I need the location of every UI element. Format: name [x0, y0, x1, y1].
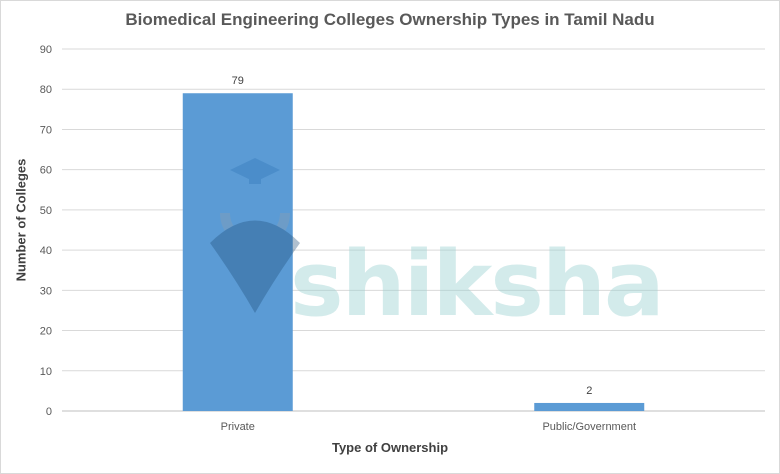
y-tick-label: 90	[40, 44, 52, 56]
y-tick-labels: 0 10 20 30 40 50 60 70 80 90	[40, 44, 52, 418]
y-tick-label: 20	[40, 326, 52, 338]
chart-title: Biomedical Engineering Colleges Ownershi…	[125, 10, 655, 29]
data-label: 2	[586, 385, 592, 397]
gridlines	[62, 48, 765, 412]
category-label: Public/Government	[542, 421, 636, 433]
category-labels: Private Public/Government	[221, 421, 636, 433]
y-tick-label: 40	[40, 245, 52, 257]
category-label: Private	[221, 421, 255, 433]
y-tick-label: 80	[40, 84, 52, 96]
x-axis-label: Type of Ownership	[331, 440, 449, 455]
y-tick-label: 50	[40, 205, 52, 217]
data-label: 79	[232, 75, 244, 87]
bars	[182, 93, 645, 411]
y-tick-label: 0	[46, 406, 52, 418]
bar-private	[182, 93, 293, 411]
y-tick-label: 10	[40, 366, 52, 378]
bar-public-government	[534, 402, 645, 411]
data-labels: 79 2	[232, 75, 593, 397]
y-tick-label: 30	[40, 285, 52, 297]
y-tick-label: 60	[40, 165, 52, 177]
y-tick-label: 70	[40, 124, 52, 136]
